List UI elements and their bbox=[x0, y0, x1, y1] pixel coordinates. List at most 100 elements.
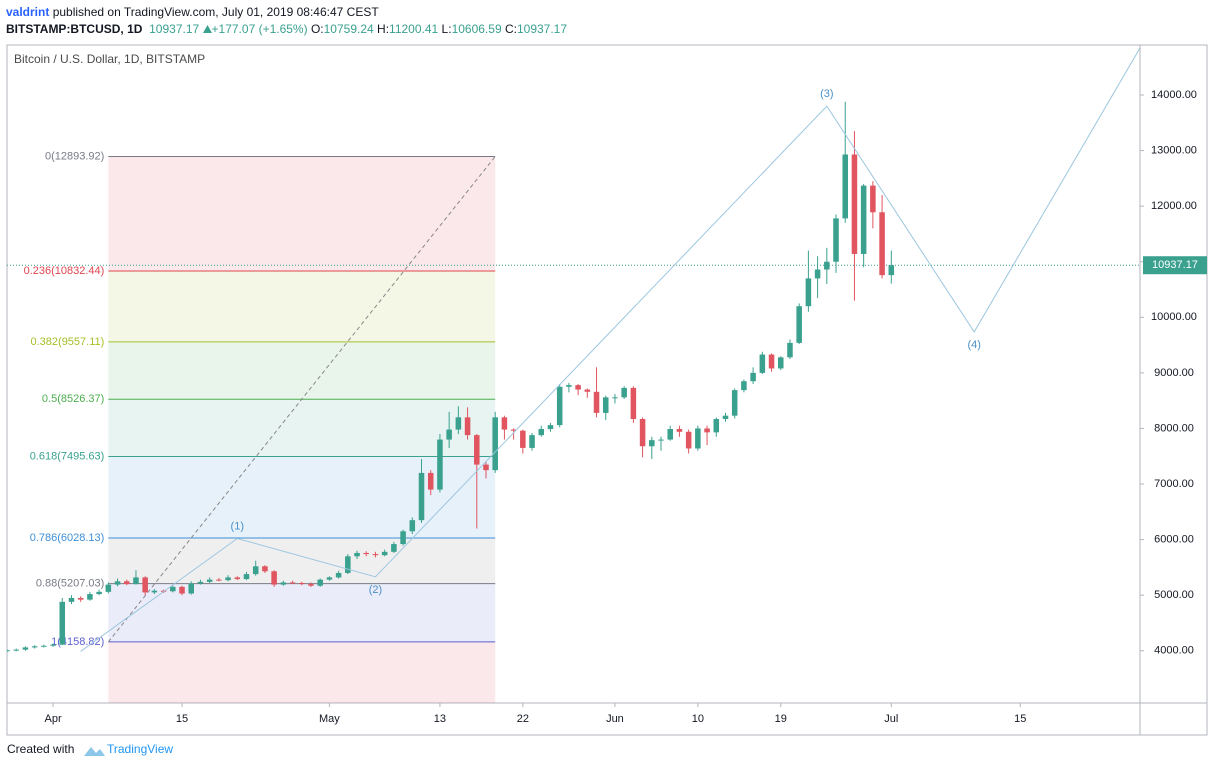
wave-label: (4) bbox=[967, 339, 980, 351]
ohlc-label: L: bbox=[441, 22, 452, 36]
candle-body bbox=[308, 584, 314, 586]
candle-body bbox=[133, 577, 139, 585]
candle-body bbox=[114, 581, 121, 585]
candle-body bbox=[299, 582, 305, 585]
candle-body bbox=[649, 440, 655, 447]
y-tick-label: 10000.00 bbox=[1151, 311, 1197, 323]
fib-level-label: 0.236(10832.44) bbox=[24, 265, 105, 277]
candle-body bbox=[851, 154, 858, 254]
candle-body bbox=[151, 590, 158, 593]
candle-body bbox=[704, 428, 710, 433]
fib-level-label: 1(4158.82) bbox=[51, 636, 104, 648]
fib-trend-line bbox=[107, 156, 496, 643]
candle-body bbox=[400, 531, 406, 545]
fib-band bbox=[108, 456, 496, 539]
publisher[interactable]: valdrint bbox=[6, 5, 50, 19]
candle-body bbox=[658, 439, 664, 441]
candle-body bbox=[225, 577, 231, 581]
chart-title: Bitcoin / U.S. Dollar, 1D, BITSTAMP bbox=[14, 52, 205, 66]
candle-body bbox=[547, 425, 554, 430]
publish-info: published on TradingView.com, July 01, 2… bbox=[52, 5, 379, 19]
candle-body bbox=[252, 566, 259, 575]
candle-body bbox=[483, 464, 489, 471]
y-tick-label: 5000.00 bbox=[1154, 589, 1194, 601]
candle-body bbox=[363, 552, 370, 555]
fib-band-below bbox=[108, 641, 496, 703]
footer-brand[interactable]: TradingView bbox=[107, 742, 173, 756]
ohlc-value: 10759.24 bbox=[323, 22, 374, 36]
candle-body bbox=[142, 577, 148, 593]
fib-level-label: 0.618(7495.63) bbox=[30, 450, 105, 462]
wave-line bbox=[80, 47, 1140, 652]
candle-body bbox=[612, 397, 618, 399]
x-tick-label: 13 bbox=[434, 713, 446, 725]
candle-body bbox=[602, 397, 609, 413]
ohlc-value: 10606.59 bbox=[451, 22, 502, 36]
candle-body bbox=[354, 552, 360, 557]
candle-body bbox=[418, 472, 425, 521]
candle-body bbox=[427, 472, 434, 490]
x-tick-label: 19 bbox=[775, 713, 787, 725]
candle-body bbox=[22, 647, 29, 650]
x-tick-label: Apr bbox=[44, 713, 61, 725]
x-tick-label: Jun bbox=[606, 713, 624, 725]
candle-body bbox=[575, 385, 581, 390]
candle-body bbox=[464, 417, 471, 436]
candle-body bbox=[888, 265, 895, 276]
candle-body bbox=[216, 579, 222, 581]
candle-body bbox=[206, 579, 213, 582]
candle-body bbox=[676, 429, 683, 432]
candle-body bbox=[713, 419, 720, 433]
candle-body bbox=[197, 581, 204, 584]
candle-body bbox=[492, 417, 498, 471]
x-tick-label: 10 bbox=[692, 713, 704, 725]
last-price-label: 10937.17 bbox=[1152, 259, 1198, 271]
y-tick-label: 4000.00 bbox=[1154, 645, 1194, 657]
candle-body bbox=[381, 551, 388, 556]
fib-level-label: 0.88(5207.03) bbox=[36, 578, 105, 590]
candle-body bbox=[391, 544, 397, 552]
candle-body bbox=[685, 431, 692, 449]
y-tick-label: 6000.00 bbox=[1154, 534, 1194, 546]
footer-text: Created with bbox=[7, 742, 74, 756]
candle-body bbox=[842, 154, 848, 219]
y-tick-label: 14000.00 bbox=[1151, 89, 1197, 101]
candle-body bbox=[262, 566, 268, 572]
last-price: 10937.17 bbox=[149, 22, 200, 36]
footer-logo bbox=[84, 747, 105, 756]
candle-body bbox=[538, 429, 545, 436]
ohlc-label: O: bbox=[310, 22, 324, 36]
candle-body bbox=[335, 572, 342, 578]
candle-body bbox=[501, 417, 508, 430]
candle-body bbox=[824, 261, 830, 270]
symbol-line: BITSTAMP:BTCUSD, 1D 10937.17 +177.07 (+1… bbox=[6, 22, 567, 36]
candle-body bbox=[510, 429, 517, 431]
candle-body bbox=[750, 372, 756, 382]
candle-body bbox=[105, 584, 112, 592]
wave-label: (2) bbox=[369, 584, 382, 596]
candle-body bbox=[326, 577, 333, 580]
fib-level-label: 0.5(8526.37) bbox=[42, 393, 104, 405]
ohlc-label: H: bbox=[377, 22, 390, 36]
candle-body bbox=[7, 650, 10, 652]
candle-body bbox=[50, 644, 56, 646]
candle-body bbox=[566, 385, 572, 387]
candle-body bbox=[768, 354, 775, 369]
candle-body bbox=[188, 583, 194, 594]
y-tick-label: 7000.00 bbox=[1154, 478, 1194, 490]
fib-band bbox=[108, 271, 496, 342]
candle-body bbox=[345, 556, 351, 573]
candle-body bbox=[179, 586, 185, 594]
candle-body bbox=[860, 185, 867, 254]
candle-body bbox=[731, 390, 738, 416]
publish-line: valdrint published on TradingView.com, J… bbox=[6, 5, 379, 19]
symbol: BITSTAMP:BTCUSD, 1D bbox=[6, 22, 143, 36]
candle-body bbox=[77, 597, 84, 600]
y-tick-label: 13000.00 bbox=[1151, 144, 1197, 156]
x-tick-label: Jul bbox=[884, 713, 898, 725]
y-tick-label: 8000.00 bbox=[1154, 422, 1194, 434]
last-price-box bbox=[1143, 256, 1207, 275]
candle-body bbox=[805, 278, 812, 307]
